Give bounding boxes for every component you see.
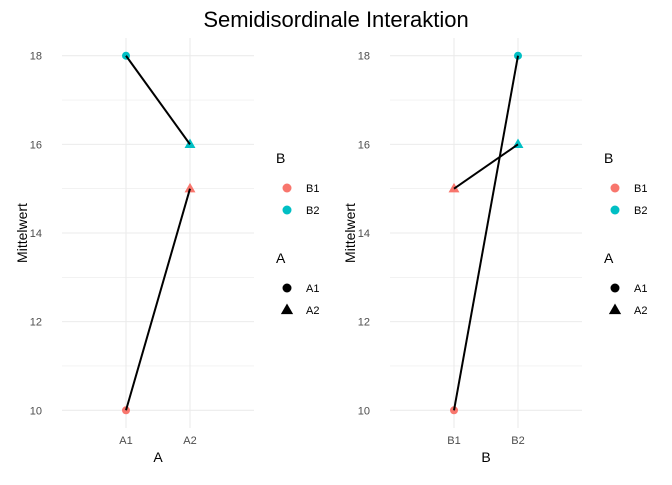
series-line <box>125 188 191 411</box>
y-tick-label: 12 <box>30 317 42 329</box>
y-tick-label: 16 <box>30 139 42 151</box>
y-tick-label: 10 <box>358 405 370 417</box>
legend-key <box>282 183 292 193</box>
legend-label: A2 <box>634 305 647 317</box>
y-tick-label: 14 <box>358 228 370 240</box>
y-tick-label: 10 <box>30 405 42 417</box>
legend-key <box>610 205 620 215</box>
legend: B B1 B2 A A1 A2 <box>604 150 647 317</box>
legend-key <box>282 205 292 215</box>
y-tick-label: 18 <box>358 51 370 63</box>
legend-key <box>608 303 622 315</box>
legend-label: B1 <box>306 183 319 195</box>
series-line <box>453 55 519 411</box>
data-point <box>184 182 196 193</box>
legend-label: A1 <box>634 283 647 295</box>
y-axis-title: Mittelwert <box>342 203 358 263</box>
x-tick-label: B1 <box>447 435 460 447</box>
chart-title: Semidisordinale Interaktion <box>203 7 468 32</box>
legend-label: B2 <box>634 205 647 217</box>
legend-title: A <box>276 250 286 266</box>
y-tick-label: 14 <box>30 228 42 240</box>
legend-title: B <box>604 150 613 166</box>
x-tick-label: B2 <box>511 435 524 447</box>
legend: B B1 B2 A A1 A2 <box>276 150 319 317</box>
legend-key <box>280 303 294 315</box>
x-tick-label: A1 <box>119 435 132 447</box>
chart-panel-1: 10 12 14 16 18 A1 A2 A Mittelwert B B1 B2 A A1 A2 <box>14 38 319 465</box>
legend-key <box>610 283 620 293</box>
legend-label: A2 <box>306 305 319 317</box>
y-tick-label: 16 <box>358 139 370 151</box>
y-tick-label: 18 <box>30 51 42 63</box>
chart-panel-2: 10 12 14 16 18 B1 B2 B Mittelwert B B1 B2 A A1 A2 <box>342 38 647 465</box>
x-tick-label: A2 <box>183 435 196 447</box>
legend-title: A <box>604 250 614 266</box>
legend-label: B2 <box>306 205 319 217</box>
x-axis-title: A <box>153 449 163 465</box>
y-axis-title: Mittelwert <box>14 203 30 263</box>
legend-key <box>610 183 620 193</box>
series-line <box>453 143 519 190</box>
x-axis-title: B <box>481 449 490 465</box>
y-tick-label: 12 <box>358 317 370 329</box>
legend-label: A1 <box>306 283 319 295</box>
legend-title: B <box>276 150 285 166</box>
series-line <box>125 55 191 145</box>
legend-key <box>282 283 292 293</box>
legend-label: B1 <box>634 183 647 195</box>
